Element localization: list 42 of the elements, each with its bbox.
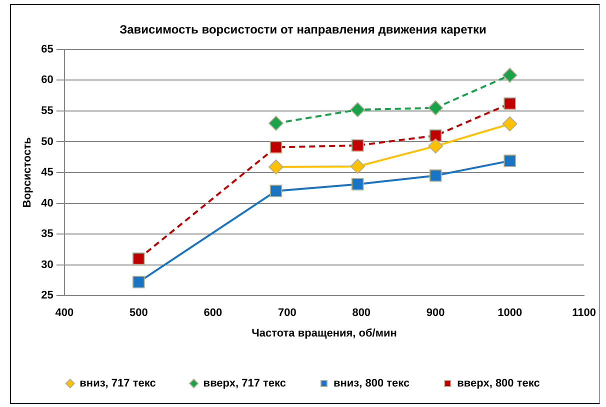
y-tick-label: 25	[41, 290, 54, 302]
legend-label: вверх, 717 текс	[203, 378, 286, 390]
point	[132, 276, 145, 288]
y-tick-label: 35	[41, 228, 54, 240]
y-tick-label: 30	[41, 258, 54, 271]
legend-label: вниз, 717 текс	[80, 378, 156, 390]
x-axis-title: Частота вращения, об/мин	[252, 327, 397, 340]
point	[268, 116, 284, 131]
y-tick-label: 55	[41, 104, 54, 117]
point	[504, 154, 516, 167]
point	[429, 129, 442, 142]
point	[270, 184, 282, 198]
point	[268, 159, 284, 174]
x-tick-label: 900	[426, 307, 445, 320]
point	[429, 169, 442, 182]
point	[352, 178, 364, 190]
x-tick-label: 700	[278, 307, 296, 320]
chart-title: Зависимость ворсистости от направления движения каретки	[120, 22, 486, 37]
x-tick-label: 1000	[498, 307, 522, 320]
y-tick-label: 50	[41, 136, 54, 148]
y-axis-title: Ворсистость	[22, 137, 34, 208]
x-tick-label: 400	[55, 307, 74, 320]
point	[270, 141, 282, 154]
point	[428, 100, 444, 116]
x-tick-label: 500	[129, 307, 148, 320]
point	[502, 116, 518, 132]
point	[502, 68, 518, 83]
point	[350, 102, 366, 118]
point	[428, 138, 444, 154]
y-tick-label: 60	[41, 74, 54, 86]
y-tick-label: 65	[41, 43, 54, 56]
point	[352, 139, 364, 152]
legend-label: вниз, 800 текс	[334, 378, 410, 390]
y-tick-label: 40	[41, 197, 54, 210]
point	[504, 97, 516, 110]
y-tick-label: 45	[41, 166, 54, 179]
x-tick-label: 600	[204, 307, 222, 320]
x-tick-label: 800	[352, 307, 371, 320]
legend-label: вверх, 800 текс	[457, 378, 540, 390]
x-tick-label: 1100	[572, 307, 596, 320]
point	[132, 252, 145, 265]
point	[350, 158, 366, 174]
